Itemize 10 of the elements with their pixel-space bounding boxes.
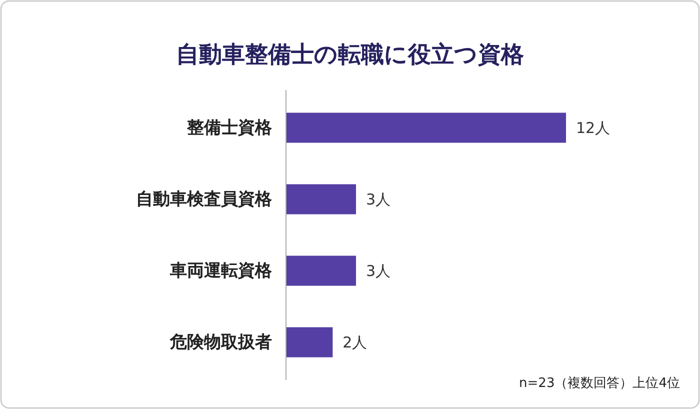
y-tick-label: 危険物取扱者 — [169, 332, 272, 352]
y-tick-label: 車両運転資格 — [169, 260, 273, 281]
annotation: n=23（複数回答）上位4位 — [519, 376, 680, 391]
data-label: 12人 — [576, 118, 610, 137]
chart-title: 自動車整備士の転職に役立つ資格 — [176, 41, 524, 68]
data-label: 3人 — [366, 262, 391, 280]
y-tick-label: 整備士資格 — [186, 118, 273, 138]
data-label: 3人 — [366, 190, 391, 208]
data-label: 2人 — [342, 333, 368, 352]
y-tick-label: 自動車検査員資格 — [136, 189, 273, 210]
